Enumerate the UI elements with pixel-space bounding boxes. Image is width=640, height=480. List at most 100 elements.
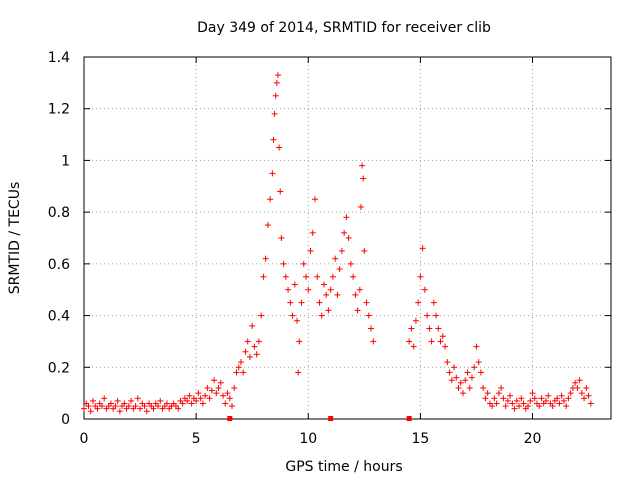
data-point — [475, 359, 482, 366]
data-point — [235, 364, 242, 371]
data-point — [457, 379, 464, 386]
data-point — [303, 273, 310, 280]
data-point — [231, 384, 238, 391]
y-tick-label: 0.6 — [48, 257, 70, 273]
data-point — [246, 353, 253, 360]
data-point — [424, 312, 431, 319]
data-point — [567, 390, 574, 397]
data-point — [94, 405, 101, 412]
data-point — [314, 273, 321, 280]
y-tick-label: 1 — [61, 153, 70, 169]
data-point — [316, 299, 323, 306]
data-point — [81, 405, 87, 412]
data-point — [406, 338, 413, 345]
y-tick-label: 0.8 — [48, 205, 70, 221]
x-tick-label: 15 — [411, 431, 429, 447]
data-point — [334, 291, 341, 298]
data-point — [442, 343, 449, 350]
data-point — [341, 229, 348, 236]
data-point — [217, 379, 224, 386]
x-tick-label: 10 — [299, 431, 317, 447]
gap-marker — [328, 416, 334, 421]
data-point — [435, 325, 442, 332]
data-point — [278, 235, 285, 241]
x-axis-label: GPS time / hours — [285, 459, 402, 475]
data-point — [327, 286, 334, 293]
data-point — [222, 400, 229, 407]
data-point — [262, 255, 269, 262]
data-point — [518, 395, 525, 402]
data-point — [439, 333, 446, 340]
plot-frame — [83, 56, 612, 420]
data-point — [211, 377, 218, 384]
data-point — [538, 395, 545, 402]
data-point — [240, 369, 247, 376]
data-point — [527, 397, 534, 404]
data-point — [179, 400, 186, 407]
data-point — [128, 397, 135, 404]
data-point — [489, 403, 496, 410]
chart-title: Day 349 of 2014, SRMTID for receiver cli… — [197, 20, 491, 36]
data-point — [272, 92, 279, 99]
data-point — [244, 338, 251, 345]
data-point — [433, 312, 440, 319]
data-point — [226, 395, 233, 402]
data-point — [186, 392, 193, 399]
data-point — [125, 403, 132, 410]
data-point — [220, 392, 227, 399]
data-point — [258, 312, 265, 319]
data-point — [270, 136, 277, 143]
data-point — [141, 403, 148, 410]
data-points — [81, 72, 594, 415]
data-point — [193, 397, 200, 404]
data-point — [307, 247, 314, 254]
data-point — [121, 400, 128, 407]
data-point — [421, 286, 428, 293]
data-point — [531, 395, 538, 402]
data-point — [188, 400, 195, 407]
data-point — [471, 364, 478, 371]
data-point — [305, 286, 312, 293]
data-point — [325, 307, 332, 314]
data-point — [565, 395, 572, 402]
data-point — [363, 299, 370, 306]
data-point — [336, 266, 343, 273]
data-point — [323, 291, 330, 298]
data-point — [585, 392, 592, 399]
x-tick-labels: 0 5 10 15 20 — [80, 431, 542, 447]
data-point — [554, 395, 561, 402]
data-point — [277, 188, 284, 195]
data-point — [430, 299, 437, 306]
data-point — [318, 312, 325, 319]
data-point — [295, 369, 302, 376]
data-point — [536, 403, 543, 410]
y-tick-label: 1.4 — [48, 50, 70, 66]
data-point — [274, 72, 281, 79]
data-point — [89, 397, 96, 404]
data-point — [242, 348, 249, 355]
data-point — [197, 395, 204, 402]
y-tick-label: 0.4 — [48, 309, 70, 325]
data-point — [444, 359, 451, 366]
data-point — [572, 379, 579, 386]
data-point — [459, 390, 466, 397]
data-point — [493, 400, 500, 407]
data-point — [480, 384, 487, 391]
gap-marker — [406, 416, 412, 421]
y-tick-label: 1.2 — [48, 102, 70, 118]
data-point — [359, 162, 366, 169]
data-point — [446, 369, 453, 376]
data-point — [282, 273, 289, 280]
axis-ticks — [83, 56, 611, 420]
data-point — [578, 390, 585, 397]
data-point — [502, 403, 509, 410]
data-point — [285, 286, 292, 293]
x-tick-label: 0 — [80, 431, 89, 447]
data-point — [114, 397, 121, 404]
data-point — [264, 222, 271, 229]
data-point — [320, 281, 327, 288]
data-point — [491, 395, 498, 402]
data-point — [583, 384, 590, 391]
data-point — [516, 403, 523, 410]
